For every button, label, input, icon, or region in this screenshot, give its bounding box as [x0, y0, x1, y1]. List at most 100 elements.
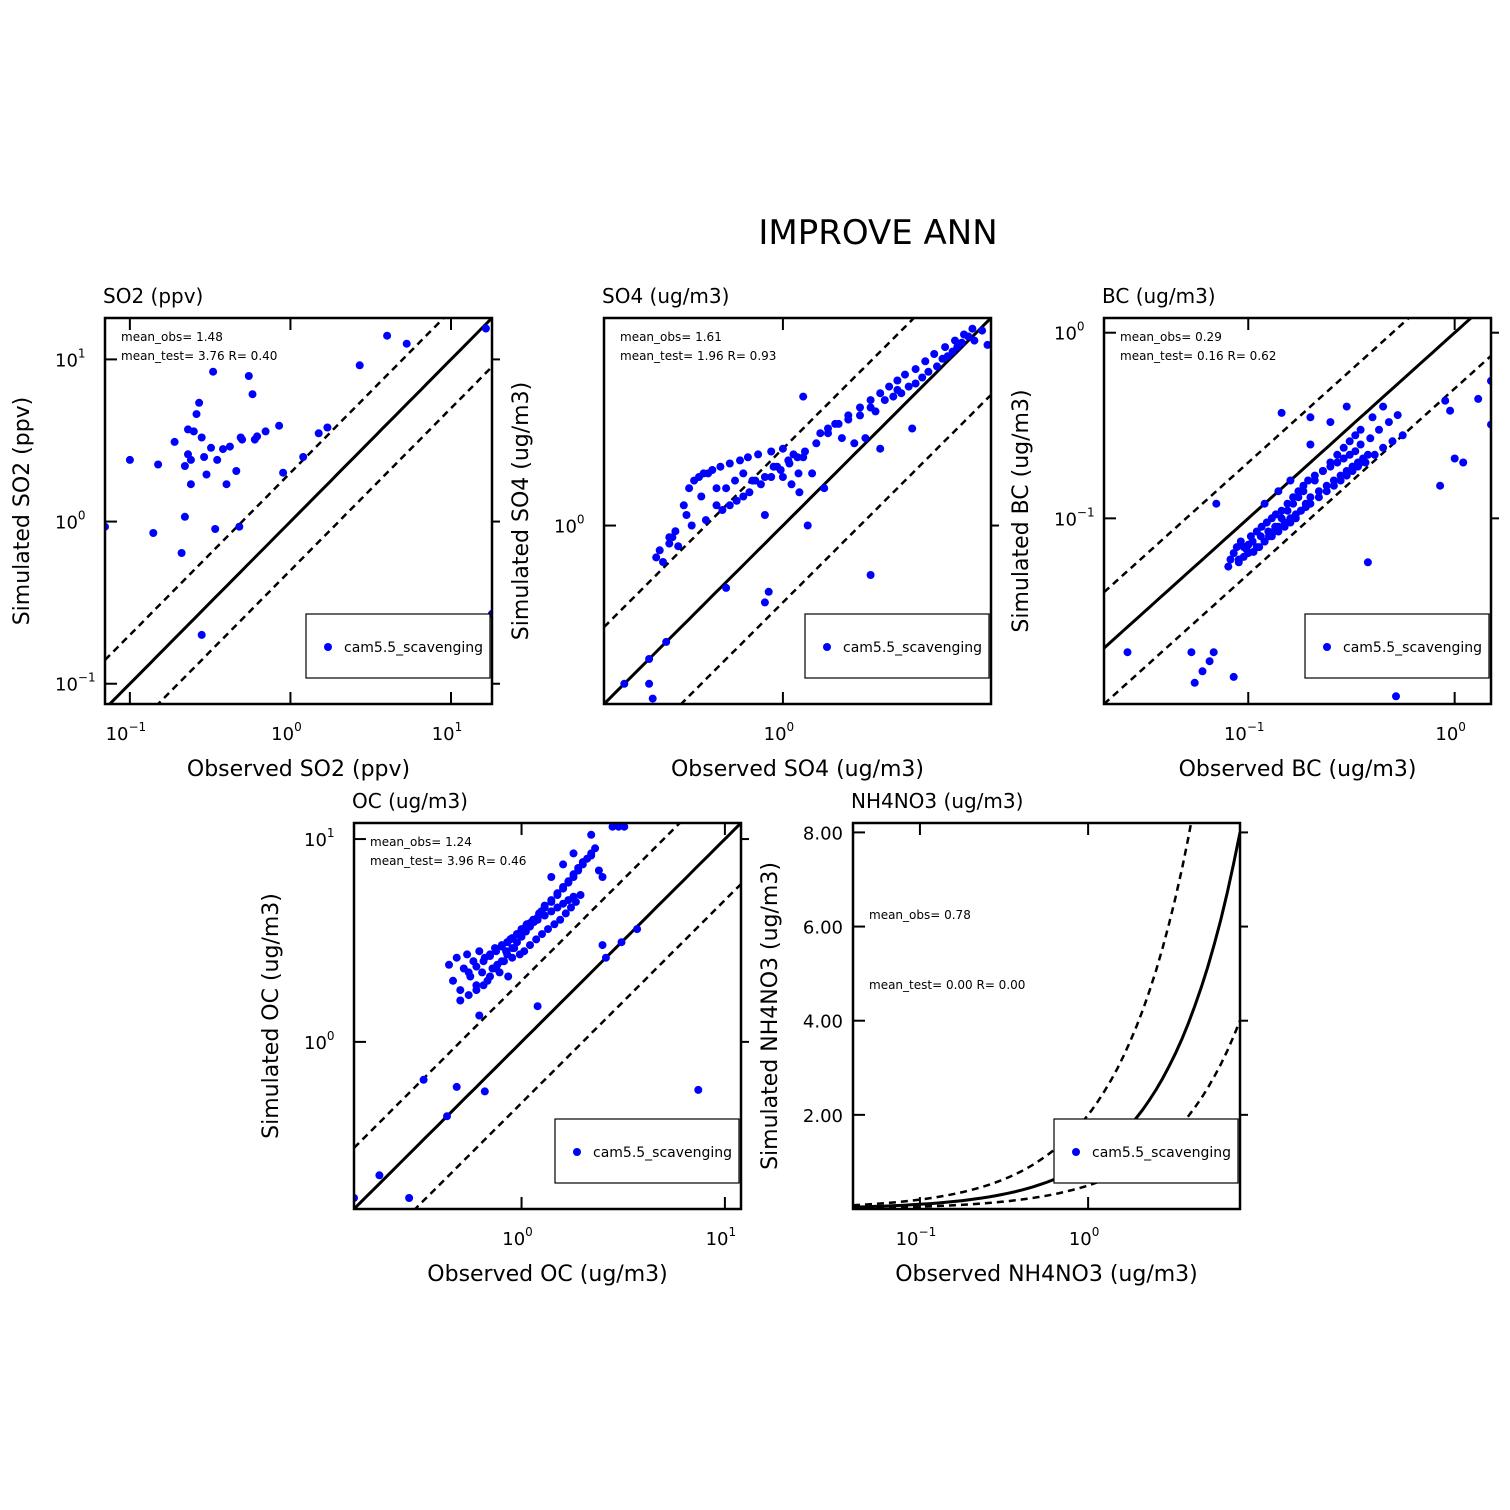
chart-so4-point — [856, 403, 864, 412]
chart-so2-plot-area — [105, 318, 492, 704]
chart-oc-stat-mean-test: mean_test= 3.96 R= 0.46 — [370, 854, 526, 868]
chart-oc-point — [598, 873, 607, 881]
chart-bc-point — [1368, 413, 1377, 422]
chart-bc-ylabel: Simulated BC (ug/m3) — [1009, 389, 1034, 632]
chart-nh4no3-panel: 10−1 100 2.00 4.00 6.00 8.00 NH4NO3 (ug/m3) Obs… — [758, 789, 1248, 1287]
chart-oc-point — [492, 947, 501, 956]
chart-bc-point — [1388, 437, 1397, 446]
chart-oc-point — [559, 860, 568, 869]
chart-so2-point — [197, 433, 206, 442]
chart-oc-point — [419, 1075, 428, 1084]
chart-so4-title: SO4 (ug/m3) — [602, 284, 729, 308]
chart-nh4no3-legend: cam5.5_scavenging — [1053, 1118, 1239, 1184]
chart-bc-point — [1291, 514, 1300, 523]
chart-bc-point — [1190, 678, 1199, 687]
chart-bc-point — [1375, 425, 1383, 434]
chart-so2-point — [261, 427, 270, 436]
chart-oc-point — [480, 1087, 489, 1096]
chart-so4-point — [662, 637, 671, 646]
chart-so4-point — [904, 382, 913, 391]
chart-so2-point — [200, 453, 209, 461]
chart-so4-point — [760, 511, 769, 519]
chart-so4-point — [685, 484, 694, 493]
chart-so2-point — [253, 432, 262, 441]
chart-oc-point — [578, 858, 587, 867]
chart-so4-point — [679, 501, 688, 510]
chart-oc-point — [608, 823, 617, 831]
chart-so2-point — [323, 423, 332, 432]
chart-oc-point — [456, 986, 465, 995]
chart-so4-point — [787, 480, 796, 489]
chart-oc-point — [553, 889, 562, 898]
chart-bc-point — [1342, 467, 1351, 475]
chart-so2-point — [211, 525, 220, 533]
chart-bc-one-to-one-line — [1104, 318, 1474, 650]
chart-bc-point — [1296, 506, 1305, 515]
chart-so4-point — [754, 450, 763, 459]
chart-so4-point — [708, 466, 717, 474]
chart-bc-stat-mean-obs: mean_obs= 0.29 — [1120, 330, 1222, 344]
chart-so4-point — [739, 469, 748, 478]
chart-so2-point — [232, 467, 241, 475]
chart-so4-point — [760, 598, 769, 607]
chart-oc-point — [533, 1002, 542, 1011]
chart-bc-point — [1322, 487, 1331, 496]
chart-so2-point — [213, 455, 222, 464]
chart-so4-stat-mean-test: mean_test= 1.96 R= 0.93 — [620, 349, 776, 363]
chart-so4-point — [812, 439, 821, 448]
chart-so4-point — [732, 496, 741, 505]
chart-oc-point — [550, 920, 559, 929]
chart-oc-upper-factor-line — [354, 823, 682, 1149]
chart-bc-point — [1224, 562, 1233, 571]
chart-bc-point — [1198, 667, 1207, 676]
chart-so2-point — [180, 462, 189, 470]
chart-so2-lower-factor-line — [156, 365, 492, 704]
chart-so4-point — [824, 429, 832, 438]
chart-oc-point — [443, 1112, 451, 1121]
chart-bc-point — [1356, 425, 1365, 434]
chart-bc-point — [1333, 450, 1342, 459]
chart-so4-point — [924, 367, 933, 376]
chart-so2-point — [186, 455, 195, 464]
chart-bc-point — [1459, 458, 1468, 467]
chart-oc-point — [620, 823, 629, 831]
chart-bc-point — [1123, 648, 1132, 657]
chart-so2-point — [481, 324, 490, 333]
chart-oc-point — [587, 830, 596, 839]
chart-nh4no3-legend-label: cam5.5_scavenging — [1092, 1145, 1231, 1161]
chart-nh4no3-stat-mean-obs: mean_obs= 0.78 — [869, 908, 971, 922]
chart-so4-point — [739, 492, 748, 501]
chart-bc-point — [1366, 434, 1375, 443]
chart-oc-point — [564, 877, 573, 886]
chart-so4-point — [850, 439, 859, 448]
chart-so4-point — [725, 459, 734, 468]
chart-nh4no3-ytick-label: 8.00 — [803, 823, 843, 844]
chart-so4-point — [970, 336, 979, 345]
chart-oc-point — [497, 957, 506, 966]
chart-so4-point — [901, 370, 909, 379]
chart-so4-stat-mean-obs: mean_obs= 1.61 — [620, 330, 722, 344]
chart-oc-xlabel: Observed OC (ug/m3) — [427, 1262, 667, 1287]
chart-bc-point — [1209, 648, 1218, 657]
chart-bc-upper-factor-line — [1104, 318, 1411, 594]
chart-bc-point — [1392, 692, 1400, 701]
chart-oc-point — [504, 972, 513, 981]
chart-nh4no3-plot-area — [853, 823, 1240, 1209]
chart-bc-point — [1356, 458, 1365, 467]
chart-so2-point — [225, 442, 234, 451]
chart-oc-point — [594, 866, 603, 875]
chart-nh4no3-xlabel: Observed NH4NO3 (ug/m3) — [895, 1262, 1198, 1287]
chart-bc-point — [1310, 476, 1319, 485]
chart-bc-point — [1384, 418, 1393, 427]
chart-so4-point — [652, 553, 661, 562]
chart-so2-point — [154, 460, 163, 469]
chart-bc-plot-area — [1104, 318, 1491, 704]
chart-bc-frame — [1102, 316, 1493, 706]
chart-bc-point — [1286, 476, 1295, 485]
chart-so4-point — [645, 655, 654, 663]
chart-so4-point — [712, 484, 721, 493]
chart-so4-point — [951, 336, 959, 345]
chart-bc-point — [1286, 518, 1295, 527]
chart-bc-point — [1306, 440, 1315, 449]
chart-oc-point — [492, 964, 501, 973]
